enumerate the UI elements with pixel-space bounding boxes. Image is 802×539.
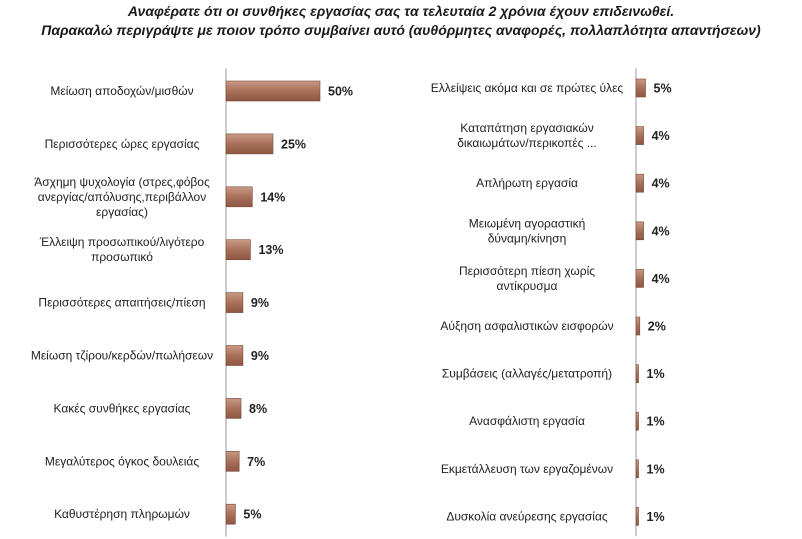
category-label: Ελλείψεις ακόμα και σε πρώτες ύλες: [431, 81, 624, 95]
bar: [635, 126, 644, 145]
left-panel: 50% Μείωση αποδοχών/μισθών 25% Περισσότερες…: [31, 68, 353, 537]
bar: [225, 80, 321, 102]
category-label: Περισσότερες ώρες εργασίας: [45, 137, 200, 151]
category-label: Περισσότερες απαιτήσεις/πίεση: [38, 296, 205, 310]
chart-title-line-1: Αναφέρατε ότι οι συνθήκες εργασίας σας τ…: [127, 3, 675, 19]
category-label: Έλλειψη προσωπικού/λιγότερο: [39, 235, 205, 249]
category-label: Κακές συνθήκες εργασίας: [54, 401, 191, 415]
bar: [225, 503, 236, 525]
category-label: Μεγαλύτερος όγκος δουλειάς: [45, 454, 199, 468]
category-label: Μείωση αποδοχών/μισθών: [50, 84, 193, 98]
data-label: 4%: [652, 129, 670, 143]
bar: [635, 507, 639, 526]
bar: [225, 133, 274, 155]
category-label: Μειωμένη αγοραστική: [469, 216, 586, 230]
category-label: Καθυστέρηση πληρωμών: [54, 507, 190, 521]
category-label: εργασίας): [96, 205, 148, 219]
bar: [635, 221, 644, 241]
chart-title-line-2: Παρακαλώ περιγράψτε με ποιον τρόπο συμβα…: [41, 22, 761, 38]
bar: [635, 459, 639, 479]
data-label: 7%: [247, 455, 265, 469]
category-label: ανεργίας/απόλυσης,περιβάλλον: [38, 190, 206, 204]
category-label: Περισσότερη πίεση χωρίς: [459, 264, 595, 278]
data-label: 5%: [654, 82, 672, 96]
bar: [635, 173, 644, 193]
bar: [635, 316, 641, 336]
data-label: 1%: [647, 462, 665, 476]
bar: [225, 292, 244, 313]
category-label: αντίκρυσμα: [497, 279, 558, 293]
bar: [225, 398, 242, 419]
category-label: Μείωση τζίρου/κερδών/πωλήσεων: [31, 349, 213, 363]
category-label: Αύξηση ασφαλιστικών εισφορών: [440, 319, 613, 333]
bar: [635, 269, 644, 288]
bar: [225, 345, 244, 366]
data-label: 1%: [647, 510, 665, 524]
category-label: Άσχημη ψυχολογία (στρες,φόβος: [34, 175, 210, 189]
data-label: 25%: [281, 137, 306, 151]
data-label: 8%: [249, 402, 267, 416]
category-label: δικαιωμάτων/περικοπές ...: [457, 136, 597, 150]
category-label: προσωπικό: [91, 250, 153, 264]
category-label: Ανασφάλιστη εργασία: [469, 414, 585, 428]
data-label: 14%: [260, 190, 285, 204]
data-label: 1%: [647, 415, 665, 429]
data-label: 9%: [251, 349, 269, 363]
bar: [225, 450, 240, 472]
data-label: 9%: [251, 296, 269, 310]
bar: [635, 411, 639, 431]
bar: [635, 78, 646, 98]
category-label: Δυσκολία ανεύρεσης εργασίας: [446, 509, 608, 523]
bar: [225, 186, 253, 208]
bar: [635, 364, 639, 383]
data-label: 50%: [328, 85, 353, 99]
category-label: Εκμετάλλευση των εργαζομένων: [441, 462, 613, 476]
data-label: 13%: [258, 243, 283, 257]
bar: [225, 239, 251, 260]
data-label: 5%: [243, 508, 261, 522]
category-label: δύναμη/κίνηση: [488, 231, 567, 245]
data-label: 4%: [652, 177, 670, 191]
right-panel: 5% Ελλείψεις ακόμα και σε πρώτες ύλες 4% Κα…: [431, 68, 672, 537]
data-label: 4%: [652, 272, 670, 286]
category-label: Συμβάσεις (αλλαγές/μετατροπή): [442, 367, 612, 381]
category-label: Απλήρωτη εργασία: [476, 176, 578, 190]
data-label: 2%: [648, 320, 666, 334]
category-label: Καταπάτηση εργασιακών: [460, 121, 594, 135]
data-label: 4%: [652, 224, 670, 238]
data-label: 1%: [647, 367, 665, 381]
